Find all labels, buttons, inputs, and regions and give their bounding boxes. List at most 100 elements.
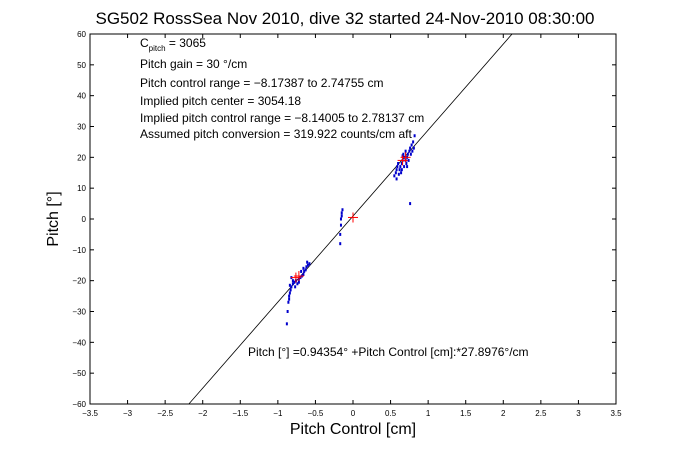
data-point — [395, 177, 398, 181]
data-point — [339, 217, 342, 221]
data-point — [409, 146, 412, 150]
x-tick-label: −3 — [123, 409, 133, 418]
data-point — [302, 273, 305, 276]
data-point — [340, 211, 343, 215]
data-point — [288, 297, 291, 301]
chart-title: SG502 RossSea Nov 2010, dive 32 started … — [96, 9, 595, 28]
data-point — [394, 171, 397, 175]
x-tick-label: −1 — [273, 409, 283, 418]
data-point-plus — [348, 212, 358, 223]
x-tick-label: 0.5 — [385, 409, 397, 418]
y-axis-label: Pitch [°] — [45, 191, 62, 246]
data-point — [296, 282, 299, 286]
data-point — [405, 162, 408, 165]
c-pitch-annotation: Cpitch = 3065 — [140, 36, 206, 53]
data-point — [300, 269, 303, 273]
data-point — [400, 162, 403, 165]
data-point — [293, 280, 296, 284]
fit-line-group — [188, 33, 513, 405]
data-point — [402, 152, 405, 156]
annotation-block: Cpitch = 3065 Pitch gain = 30 °/cm Pitch… — [140, 36, 529, 359]
data-point — [400, 168, 403, 172]
y-tick-label: −40 — [72, 338, 86, 347]
pitch-control-range-annotation: Pitch control range = −8.17387 to 2.7475… — [140, 76, 384, 90]
fit-line — [188, 33, 513, 405]
y-tick-label: 60 — [77, 30, 86, 39]
data-point — [303, 269, 306, 273]
data-point — [285, 322, 288, 326]
y-tick-label: 30 — [77, 123, 86, 132]
y-tick-label: −50 — [72, 369, 86, 378]
x-tick-label: −2.5 — [157, 409, 173, 418]
data-point — [396, 165, 399, 169]
y-tick-label: 0 — [82, 215, 87, 224]
data-point — [403, 165, 406, 169]
data-point — [339, 242, 342, 246]
data-point — [339, 223, 342, 227]
data-point — [408, 149, 411, 153]
x-tick-label: 1 — [426, 409, 431, 418]
x-axis-ticks: −3.5 −3 −2.5 −2 −1.5 −1 −0.5 0 0.5 1 1.5 2 2.5 3 3.5 — [82, 34, 622, 418]
data-point — [413, 134, 416, 138]
x-tick-label: −2 — [198, 409, 208, 418]
x-tick-label: 1.5 — [460, 409, 472, 418]
data-point — [306, 263, 309, 267]
data-point — [400, 171, 403, 175]
data-point — [404, 149, 407, 153]
x-tick-label: 0 — [351, 409, 356, 418]
x-tick-label: 3.5 — [610, 409, 622, 418]
data-point — [340, 214, 343, 218]
x-tick-label: 2.5 — [535, 409, 547, 418]
implied-pitch-center-annotation: Implied pitch center = 3054.18 — [140, 94, 301, 108]
data-point — [406, 152, 409, 156]
data-point — [291, 282, 294, 286]
x-axis-label: Pitch Control [cm] — [290, 421, 416, 438]
data-point — [341, 208, 344, 212]
data-point — [302, 266, 305, 270]
data-point — [288, 291, 291, 295]
data-point — [410, 143, 413, 147]
x-tick-label: −3.5 — [82, 409, 98, 418]
y-tick-label: 20 — [77, 153, 86, 162]
x-tick-label: −1.5 — [232, 409, 248, 418]
data-point — [407, 158, 410, 162]
y-tick-label: 10 — [77, 184, 86, 193]
data-point — [409, 152, 412, 156]
data-point-plus — [400, 152, 411, 163]
fit-equation-annotation: Pitch [°] =0.94354° +Pitch Control [cm]:… — [248, 345, 529, 359]
data-point — [412, 146, 415, 150]
data-point — [304, 268, 307, 272]
assumed-pitch-conversion-annotation: Assumed pitch conversion = 319.922 count… — [140, 127, 412, 141]
data-point — [294, 285, 297, 289]
data-point — [288, 294, 291, 298]
data-point — [398, 168, 401, 172]
y-tick-label: −10 — [72, 246, 86, 255]
data-point — [297, 280, 300, 284]
data-point — [289, 288, 292, 292]
data-point — [411, 149, 414, 153]
data-point — [308, 262, 311, 266]
pitch-gain-annotation: Pitch gain = 30 °/cm — [140, 57, 247, 71]
data-point — [397, 172, 400, 176]
data-point — [412, 140, 415, 144]
x-tick-label: 2 — [501, 409, 506, 418]
data-point — [409, 202, 412, 206]
y-tick-label: 50 — [77, 61, 86, 70]
data-point — [288, 283, 291, 287]
data-point — [287, 300, 290, 304]
data-point — [397, 162, 400, 165]
data-points — [285, 134, 416, 326]
y-axis-ticks: −60 −50 −40 −30 −20 −10 0 10 20 30 40 50 60 — [72, 30, 616, 409]
y-tick-label: 40 — [77, 92, 86, 101]
y-tick-label: −20 — [72, 277, 86, 286]
data-point — [339, 232, 342, 236]
y-tick-label: −60 — [72, 400, 86, 409]
x-tick-label: 3 — [576, 409, 581, 418]
data-point — [399, 165, 402, 169]
x-tick-label: −0.5 — [308, 409, 324, 418]
data-point — [286, 310, 289, 313]
data-point — [306, 260, 309, 264]
implied-pitch-control-range-annotation: Implied pitch control range = −8.14005 t… — [140, 111, 424, 125]
data-point — [290, 285, 293, 289]
